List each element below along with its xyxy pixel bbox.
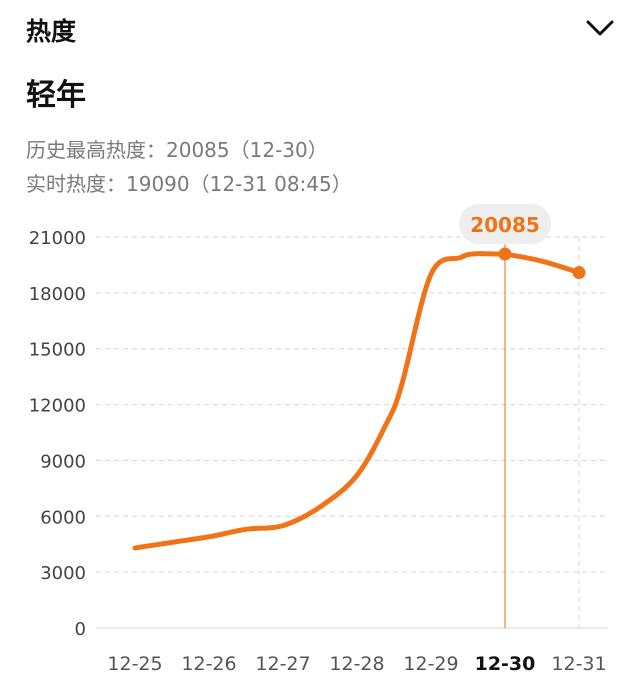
header-title: 热度 [26,17,77,46]
y-tick-label: 9000 [40,451,86,472]
peak-heat-label: 历史最高热度： [26,138,166,162]
x-tick-label[interactable]: 12-30 [475,653,536,675]
peak-heat-stat: 历史最高热度：20085（12-30） [26,134,328,163]
latest-data-point[interactable] [572,266,586,280]
realtime-heat-time: （12-31 08:45） [189,172,352,196]
x-tick-label[interactable]: 12-27 [255,653,310,675]
realtime-heat-stat: 实时热度：19090（12-31 08:45） [26,168,352,197]
y-tick-label: 6000 [40,507,86,528]
peak-heat-date: （12-30） [229,138,328,162]
x-tick-label[interactable]: 12-28 [329,653,384,675]
y-tick-label: 12000 [29,396,86,417]
x-tick-label[interactable]: 12-25 [107,653,162,675]
heat-trend-chart[interactable]: 0 3000 6000 9000 12000 15000 18000 21000 20085 12… [0,200,640,690]
x-tick-label[interactable]: 12-29 [403,653,458,675]
y-tick-label: 21000 [29,228,86,249]
y-tick-label: 18000 [29,284,86,305]
peak-data-point[interactable] [498,247,512,261]
topic-title: 轻年 [26,78,86,113]
y-tick-label: 0 [75,619,86,640]
chevron-down-icon[interactable] [584,14,616,42]
peak-value-label-bg [459,204,551,244]
heat-series-line [132,251,582,551]
peak-value-label: 20085 [470,213,540,237]
x-tick-label[interactable]: 12-26 [181,653,236,675]
header: 热度 [0,0,640,56]
y-tick-label: 15000 [29,340,86,361]
y-tick-label: 3000 [40,563,86,584]
x-tick-label[interactable]: 12-31 [551,653,606,675]
realtime-heat-label: 实时热度： [26,172,126,196]
peak-heat-value: 20085 [166,138,230,162]
realtime-heat-value: 19090 [126,172,190,196]
